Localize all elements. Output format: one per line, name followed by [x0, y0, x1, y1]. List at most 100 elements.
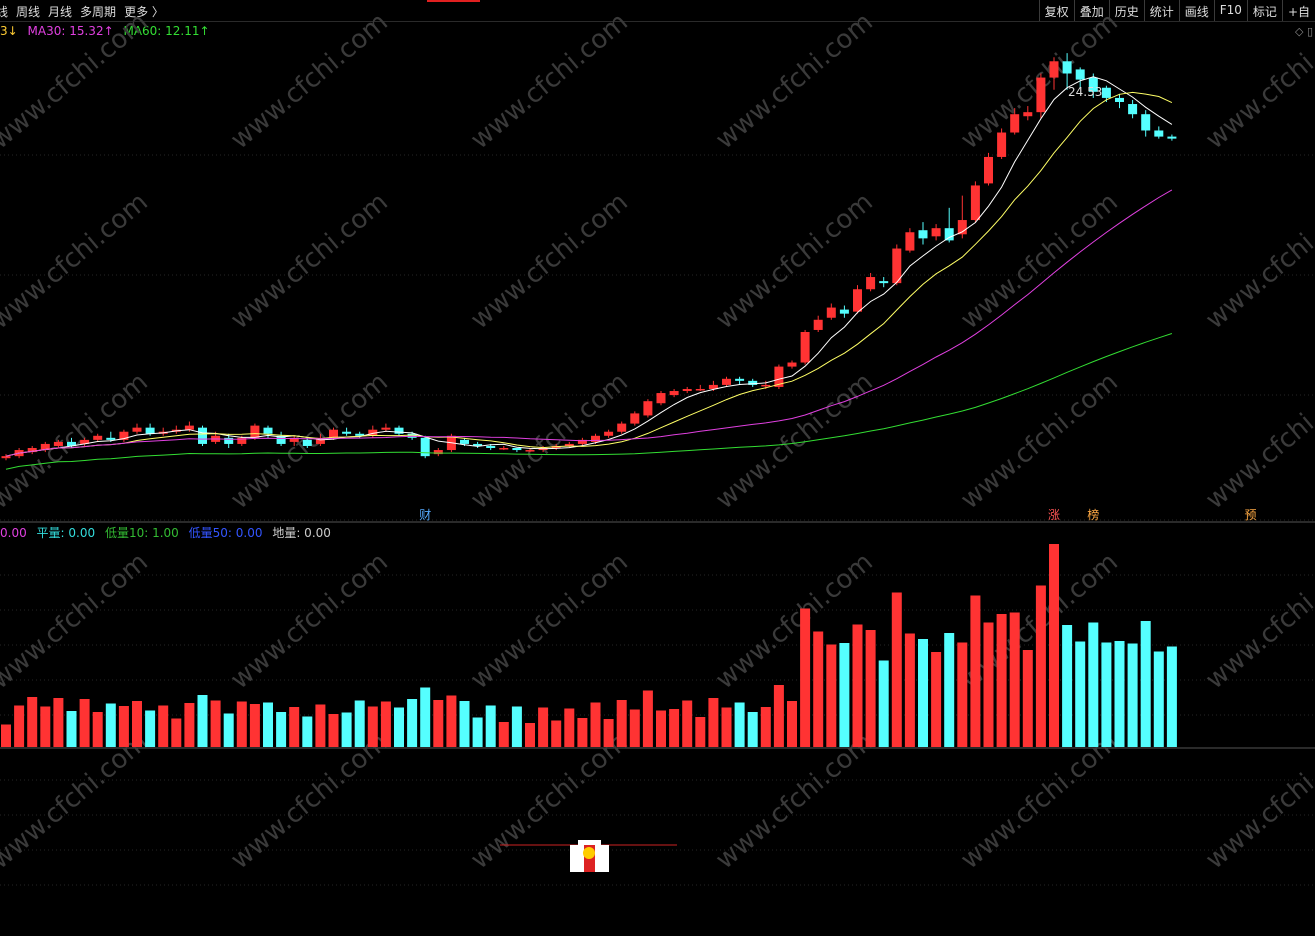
volume-bar[interactable]: [14, 705, 25, 748]
tab-more[interactable]: 更多 〉: [124, 5, 164, 19]
candle[interactable]: [315, 437, 325, 444]
candle[interactable]: [1141, 114, 1151, 131]
candle[interactable]: [643, 401, 653, 416]
candle[interactable]: [420, 437, 430, 457]
volume-bar[interactable]: [394, 707, 404, 748]
volume-bar[interactable]: [1, 724, 11, 748]
mark-button[interactable]: 标记: [1246, 0, 1282, 21]
candle[interactable]: [682, 388, 692, 392]
candle[interactable]: [813, 319, 823, 330]
candle[interactable]: [460, 439, 469, 444]
volume-bar[interactable]: [1049, 544, 1059, 747]
volume-bar[interactable]: [1153, 651, 1164, 748]
statistics-button[interactable]: 统计: [1143, 0, 1179, 21]
candle[interactable]: [905, 232, 915, 251]
candle[interactable]: [839, 309, 849, 314]
candle[interactable]: [1167, 136, 1177, 139]
candle[interactable]: [577, 439, 587, 444]
tab-week[interactable]: 周线: [16, 5, 41, 19]
candle[interactable]: [617, 423, 627, 432]
volume-bar[interactable]: [747, 712, 758, 747]
volume-bar[interactable]: [538, 707, 549, 748]
candle[interactable]: [1101, 87, 1111, 98]
volume-bar[interactable]: [485, 705, 496, 748]
volume-bar[interactable]: [354, 700, 365, 748]
candle[interactable]: [40, 443, 50, 451]
candle[interactable]: [67, 441, 76, 446]
candle[interactable]: [735, 378, 745, 381]
volume-bar[interactable]: [904, 633, 915, 748]
candle[interactable]: [892, 248, 902, 284]
candle[interactable]: [132, 427, 142, 432]
candle[interactable]: [748, 380, 758, 385]
candle[interactable]: [1115, 97, 1124, 102]
volume-bar[interactable]: [616, 700, 627, 747]
candle[interactable]: [970, 185, 980, 221]
volume-bar[interactable]: [1114, 641, 1125, 747]
candle[interactable]: [184, 425, 194, 430]
volume-bar[interactable]: [236, 701, 247, 748]
candle[interactable]: [1, 456, 11, 459]
marker-finance[interactable]: 财: [419, 508, 431, 522]
volume-bar[interactable]: [957, 642, 968, 748]
volume-bar[interactable]: [276, 712, 287, 747]
candle[interactable]: [695, 388, 705, 391]
candle[interactable]: [564, 443, 574, 446]
volume-bar[interactable]: [564, 708, 575, 748]
candle[interactable]: [263, 427, 273, 434]
volume-bar[interactable]: [145, 710, 156, 748]
candle[interactable]: [853, 289, 862, 312]
candle[interactable]: [1128, 104, 1138, 115]
volume-bar[interactable]: [970, 595, 981, 748]
volume-bar[interactable]: [590, 702, 601, 748]
volume-bar[interactable]: [420, 687, 431, 748]
candle[interactable]: [289, 437, 299, 442]
volume-bar[interactable]: [1127, 643, 1138, 748]
candle[interactable]: [656, 393, 666, 404]
volume-bar[interactable]: [813, 631, 824, 748]
volume-bar[interactable]: [1062, 625, 1073, 747]
tab-month[interactable]: 月线: [48, 5, 73, 19]
volume-bar[interactable]: [446, 695, 457, 748]
candle[interactable]: [512, 448, 522, 451]
candle[interactable]: [866, 277, 876, 290]
candle[interactable]: [27, 448, 37, 453]
volume-bar[interactable]: [839, 643, 850, 747]
volume-bar[interactable]: [66, 711, 77, 747]
candle[interactable]: [787, 362, 797, 367]
candle[interactable]: [106, 437, 116, 440]
candle[interactable]: [302, 439, 312, 446]
history-button[interactable]: 历史: [1108, 0, 1144, 21]
volume-bar[interactable]: [263, 702, 273, 748]
candle[interactable]: [355, 433, 365, 436]
volume-bar[interactable]: [826, 644, 837, 748]
restore-rights-button[interactable]: 复权: [1038, 0, 1074, 21]
candle[interactable]: [1036, 77, 1046, 113]
volume-bar[interactable]: [472, 717, 483, 748]
volume-bar[interactable]: [341, 712, 352, 748]
candle[interactable]: [525, 450, 535, 452]
candle[interactable]: [761, 384, 771, 387]
volume-bar[interactable]: [407, 699, 418, 747]
volume-bar[interactable]: [1022, 650, 1033, 747]
candle[interactable]: [250, 425, 260, 438]
volume-bar[interactable]: [931, 652, 942, 747]
volume-bar[interactable]: [289, 707, 300, 747]
candle[interactable]: [944, 228, 954, 241]
volume-bar[interactable]: [53, 698, 64, 747]
panel-icons[interactable]: ◇ ▯: [1294, 25, 1313, 38]
candle[interactable]: [237, 437, 247, 444]
volume-bar[interactable]: [551, 720, 562, 748]
candle[interactable]: [145, 427, 155, 434]
candle[interactable]: [669, 391, 679, 396]
volume-bar[interactable]: [1009, 612, 1020, 748]
volume-bar[interactable]: [498, 722, 509, 747]
volume-bar[interactable]: [983, 622, 994, 748]
volume-bar[interactable]: [40, 706, 51, 748]
candle[interactable]: [708, 384, 718, 389]
volume-bar[interactable]: [603, 719, 614, 747]
candle[interactable]: [1088, 77, 1098, 92]
candle[interactable]: [381, 427, 391, 430]
candle[interactable]: [329, 429, 338, 438]
